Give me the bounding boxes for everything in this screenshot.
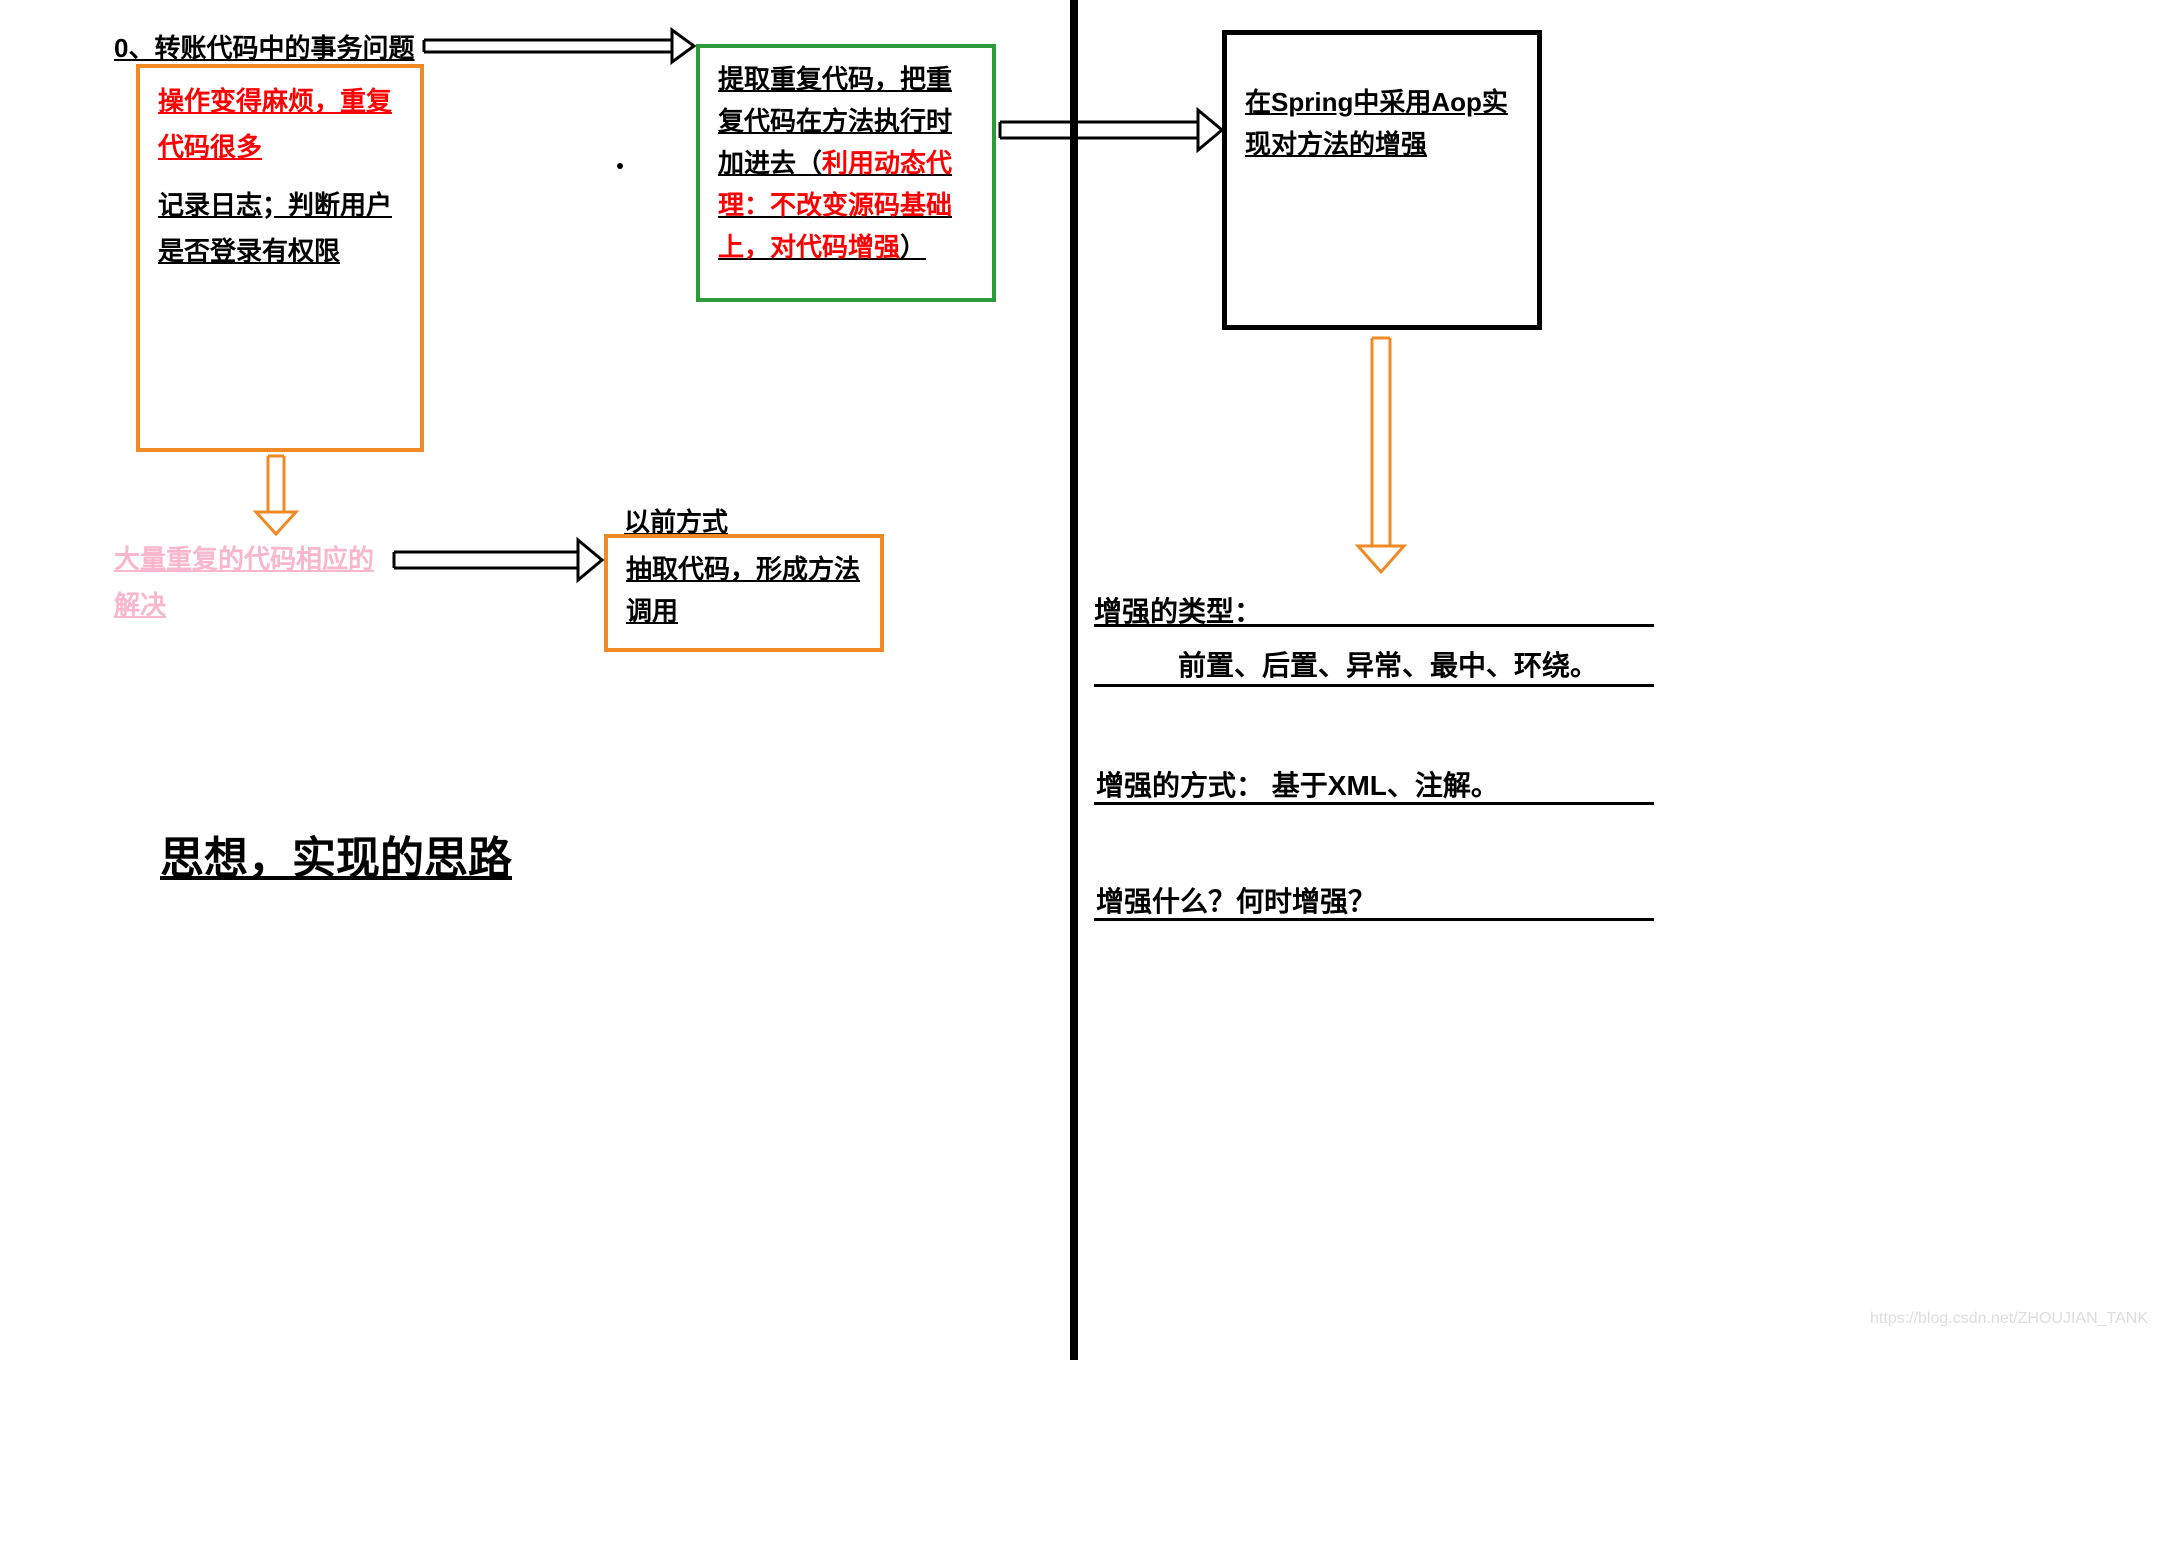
arrow-title-to-extract bbox=[0, 0, 2160, 1560]
watermark: https://blog.csdn.net/ZHOUJIAN_TANK bbox=[1870, 1310, 2148, 1328]
